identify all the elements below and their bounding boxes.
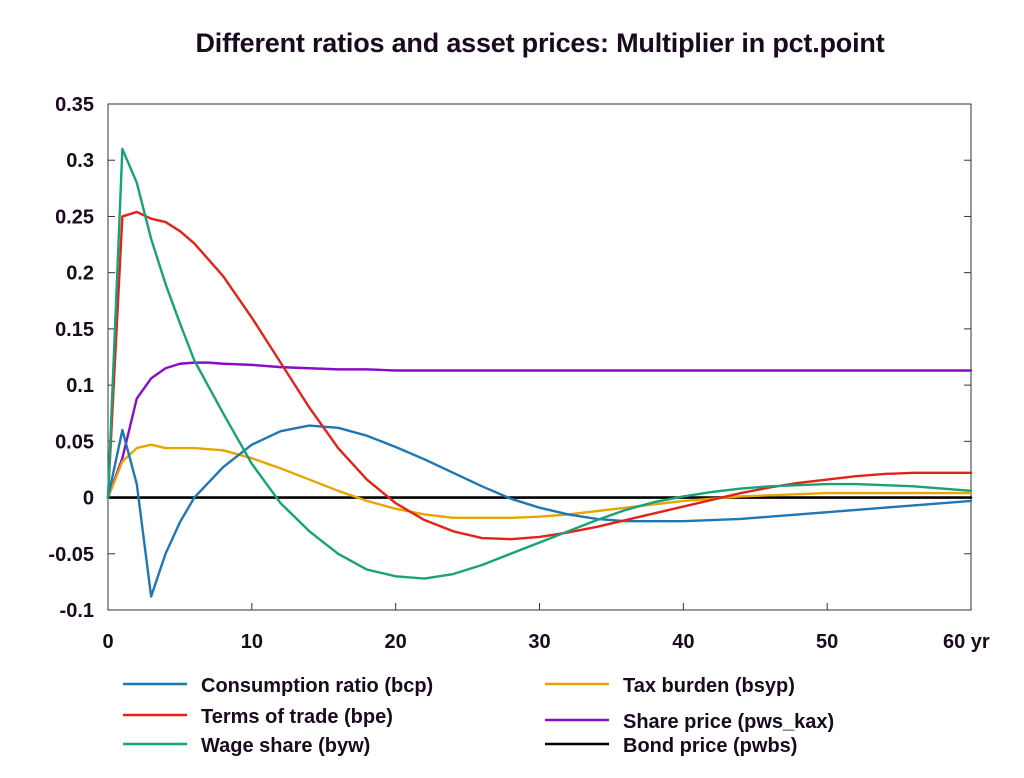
x-tick-label: 20	[385, 631, 407, 653]
y-tick-label: 0.15	[55, 319, 94, 341]
legend-label: Tax burden (bsyp)	[623, 675, 795, 697]
series-line-3	[106, 443, 973, 519]
y-tick-label: 0.05	[55, 431, 94, 453]
x-tick-label: 10	[241, 631, 263, 653]
series-lines	[106, 147, 973, 598]
y-tick-label: 0.1	[66, 375, 94, 397]
legend-label: Share price (pws_kax)	[623, 711, 834, 733]
chart-title: Different ratios and asset prices: Multi…	[195, 28, 885, 58]
legend-label: Wage share (byw)	[201, 735, 370, 757]
series-line-1	[106, 210, 973, 541]
legend: Consumption ratio (bcp) Terms of trade (b…	[123, 675, 834, 757]
legend-label: Consumption ratio (bcp)	[201, 675, 433, 697]
axes: -0.1 -0.05 0 0.05 0.1 0.15 0.2 0.25 0.3 0.35 0 10 20…	[48, 94, 990, 653]
x-tick-label: 50	[816, 631, 838, 653]
series-line-4	[106, 361, 973, 499]
x-tick-label: 40	[672, 631, 694, 653]
legend-label: Bond price (pwbs)	[623, 735, 797, 757]
plot-frame	[107, 103, 972, 611]
series-line-2	[106, 147, 973, 580]
series-line-0	[106, 424, 973, 598]
y-tick-label: -0.1	[60, 600, 94, 622]
x-tick-label: 0	[102, 631, 113, 653]
y-tick-label: 0.35	[55, 94, 94, 116]
y-tick-label: 0.2	[66, 263, 94, 285]
y-tick-label: 0	[83, 488, 94, 510]
y-tick-label: 0.3	[66, 150, 94, 172]
y-tick-label: -0.05	[48, 544, 94, 566]
legend-label: Terms of trade (bpe)	[201, 706, 393, 728]
x-tick-label: 30	[528, 631, 550, 653]
x-tick-label: 60 yr	[943, 631, 990, 653]
y-tick-label: 0.25	[55, 206, 94, 228]
